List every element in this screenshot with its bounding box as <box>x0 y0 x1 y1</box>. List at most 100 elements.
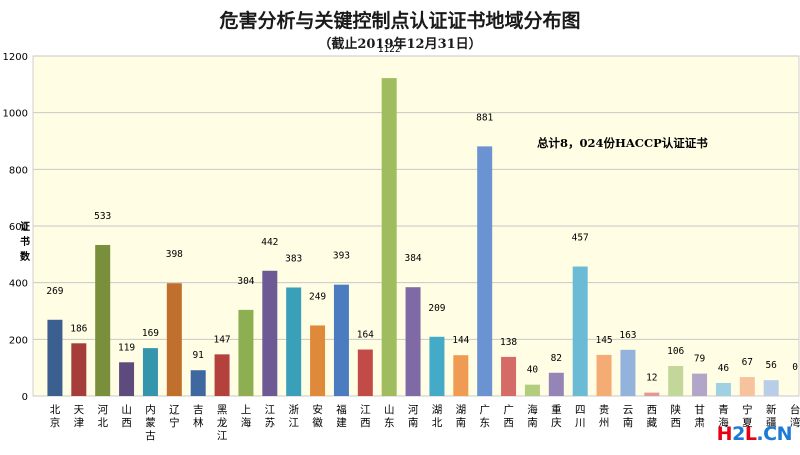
bar <box>739 377 755 396</box>
category-label: 吉林 <box>193 404 204 429</box>
bar <box>119 362 135 396</box>
value-label: 209 <box>428 303 445 314</box>
total-annotation: 总计8，024份HACCP认证证书 <box>537 136 708 150</box>
value-label: 393 <box>333 251 350 262</box>
y-tick-label: 800 <box>9 165 28 176</box>
value-label: 881 <box>476 112 493 123</box>
value-label: 40 <box>527 365 539 376</box>
value-label: 145 <box>595 335 612 346</box>
category-label: 上海 <box>241 404 252 429</box>
bar <box>166 283 182 396</box>
value-label: 383 <box>285 253 302 264</box>
category-label: 浙江 <box>288 404 299 429</box>
bar <box>596 354 612 396</box>
chart-title: 危害分析与关键控制点认证证书地域分布图 <box>219 10 581 32</box>
value-label: 533 <box>94 211 111 222</box>
value-label: 384 <box>404 253 421 264</box>
category-label: 福建 <box>336 403 347 429</box>
value-label: 398 <box>166 249 183 260</box>
bar <box>524 384 540 396</box>
value-label: 186 <box>70 323 87 334</box>
value-label: 91 <box>192 350 204 361</box>
category-label: 西藏 <box>647 404 658 429</box>
value-label: 457 <box>572 233 589 244</box>
bar <box>310 325 326 396</box>
value-label: 249 <box>309 291 326 302</box>
bar <box>238 309 254 396</box>
bar <box>357 349 373 396</box>
bar <box>190 370 206 396</box>
value-label: 56 <box>765 360 777 371</box>
value-label: 1122 <box>378 44 401 55</box>
category-label: 江苏 <box>265 404 276 429</box>
y-tick-label: 600 <box>9 222 28 233</box>
h2l-watermark-logo: H2L.CN <box>716 423 793 445</box>
value-label: 67 <box>742 357 753 368</box>
bar <box>453 355 469 396</box>
bar <box>572 266 588 396</box>
value-label: 169 <box>142 328 159 339</box>
value-labels: 269 186 533 119 169 398 91 147 304 442 383 249 393 16… <box>46 44 798 384</box>
category-label: 青海 <box>718 403 729 429</box>
value-label: 106 <box>667 346 684 357</box>
category-label: 甘肃 <box>694 403 705 429</box>
category-label: 广东 <box>479 404 490 429</box>
value-label: 46 <box>718 363 730 374</box>
category-label: 台湾 <box>790 403 800 429</box>
bar <box>763 380 779 396</box>
category-label: 内蒙古 <box>145 403 156 442</box>
value-label: 147 <box>213 334 230 345</box>
bar <box>381 78 397 396</box>
y-tick-label: 1200 <box>3 52 28 63</box>
category-label: 山西 <box>121 404 132 429</box>
category-label: 贵州 <box>599 403 610 429</box>
value-label: 269 <box>46 286 63 297</box>
y-tick-label: 0 <box>22 392 28 403</box>
category-label: 宁夏 <box>742 403 753 429</box>
bar <box>333 284 349 396</box>
category-label: 河北 <box>97 404 108 429</box>
y-tick-label: 200 <box>9 335 28 346</box>
value-label: 79 <box>694 354 706 365</box>
value-label: 119 <box>118 342 135 353</box>
category-label: 陕西 <box>670 403 681 429</box>
category-label: 黑龙江 <box>217 404 228 442</box>
value-label: 138 <box>500 337 517 348</box>
category-label: 江西 <box>360 404 371 429</box>
bar <box>477 146 493 396</box>
bar <box>214 354 230 396</box>
bar <box>668 365 684 396</box>
bar <box>71 343 87 396</box>
value-label: 0 <box>792 362 798 373</box>
category-label: 湖南 <box>456 404 467 429</box>
category-label: 安徽 <box>312 403 323 429</box>
value-label: 82 <box>551 353 562 364</box>
y-tick-label: 1000 <box>3 109 28 120</box>
value-label: 304 <box>237 276 254 287</box>
bar <box>548 372 564 396</box>
value-label: 144 <box>452 335 469 346</box>
category-label: 河南 <box>408 404 419 429</box>
category-label: 广西 <box>503 404 514 429</box>
category-label: 四川 <box>575 404 586 429</box>
category-label: 湖北 <box>432 404 443 429</box>
bar <box>620 349 636 396</box>
category-label: 天津 <box>74 404 85 429</box>
bar <box>715 382 731 396</box>
y-tick-labels: 0 200 400 600 800 1000 1200 <box>3 52 28 403</box>
value-label: 163 <box>619 330 636 341</box>
category-label: 海南 <box>527 403 538 429</box>
chart-subtitle: （截止2019年12月31日） <box>318 37 482 52</box>
bar <box>429 336 445 396</box>
y-axis-label: 证书数 <box>20 222 30 263</box>
bar <box>262 270 278 396</box>
bar <box>501 356 517 396</box>
bar <box>47 319 63 396</box>
category-label: 北京 <box>50 404 61 429</box>
bars <box>47 78 779 396</box>
category-label: 重庆 <box>551 403 562 429</box>
bar <box>405 287 421 396</box>
value-label: 164 <box>357 330 374 341</box>
